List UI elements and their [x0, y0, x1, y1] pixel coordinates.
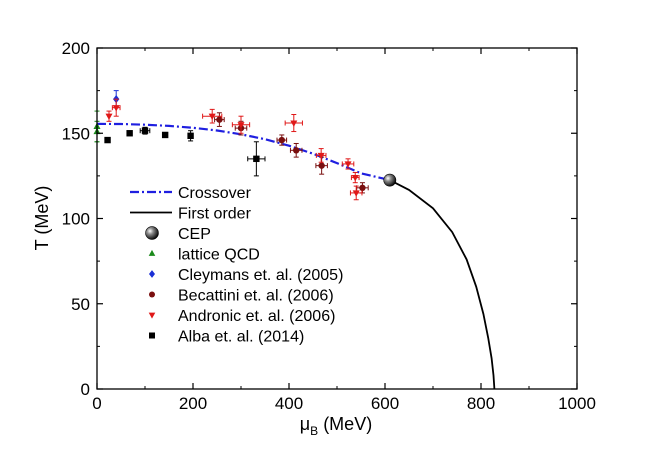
points-layer — [93, 90, 397, 201]
curves-layer — [96, 122, 496, 390]
andronic-et-al-2006-marker — [344, 161, 352, 168]
alba-et-al-2014-point — [126, 130, 133, 137]
legend-label: Alba et. al. (2014) — [178, 329, 304, 346]
becattini-et-al-2006-marker — [216, 116, 223, 123]
alba-et-al-2014-point — [187, 130, 194, 142]
x-tick-label: 400 — [275, 394, 303, 413]
alba-et-al-2014-marker — [187, 132, 194, 140]
legend-marker-becattini-et-al-2006 — [149, 291, 155, 298]
legend-marker-alba-et-al-2014 — [149, 332, 155, 339]
becattini-et-al-2006-point — [214, 112, 225, 127]
x-axis-label-symbol: μ — [300, 414, 310, 434]
crossover-curve — [96, 122, 391, 182]
y-tick-label: 150 — [62, 124, 90, 143]
alba-et-al-2014-marker — [161, 131, 169, 139]
alba-et-al-2014-point — [104, 136, 111, 144]
andronic-et-al-2006-point — [341, 158, 355, 170]
andronic-et-al-2006-marker — [112, 105, 120, 112]
becattini-et-al-2006-marker — [278, 136, 285, 144]
alba-et-al-2014-marker — [104, 136, 111, 144]
andronic-et-al-2006-point — [105, 110, 113, 122]
becattini-et-al-2006-point — [289, 142, 303, 158]
legend-label: Crossover — [178, 185, 252, 202]
legend-label: Andronic et. al. (2006) — [178, 308, 335, 325]
andronic-et-al-2006-point — [202, 108, 223, 124]
legend-label: lattice QCD — [178, 247, 260, 264]
cep-point — [383, 173, 397, 187]
becattini-et-al-2006-point — [276, 134, 288, 146]
andronic-et-al-2006-point — [111, 98, 121, 117]
x-tick-label: 0 — [92, 394, 101, 413]
first-order-curve — [389, 179, 496, 390]
alba-et-al-2014-point — [161, 131, 169, 139]
legend-marker-cep — [145, 226, 159, 240]
y-axis-label: T (MeV) — [32, 186, 52, 251]
andronic-et-al-2006-point — [231, 115, 251, 134]
plot-frame — [96, 47, 578, 390]
legend: Crossover First order CEP lattice QCD Cleyma… — [130, 185, 343, 346]
alba-et-al-2014-marker — [253, 155, 260, 163]
x-axis-label: μB (MeV) — [300, 414, 372, 438]
x-tick-label: 600 — [371, 394, 399, 413]
becattini-et-al-2006-marker — [359, 184, 366, 192]
legend-label: Cleymans et. al. (2005) — [178, 267, 343, 284]
legend-marker-lattice-qcd — [148, 249, 156, 256]
x-axis-label-unit: (MeV) — [318, 414, 372, 434]
andronic-et-al-2006-marker — [351, 175, 359, 182]
cep-marker — [383, 173, 397, 187]
ticks-layer: 0 200 400 600 800 1000 0 50 100 150 200 — [62, 39, 596, 413]
x-tick-label: 200 — [179, 394, 207, 413]
x-axis-label-subscript: B — [310, 424, 318, 438]
x-tick-label: 1000 — [558, 394, 596, 413]
andronic-et-al-2006-marker — [317, 152, 325, 160]
andronic-et-al-2006-marker — [105, 113, 113, 121]
legend-marker-cleymans-et-al-2005 — [149, 270, 155, 278]
y-tick-label: 0 — [81, 380, 90, 399]
alba-et-al-2014-marker — [126, 130, 133, 137]
legend-marker-andronic-et-al-2006 — [148, 312, 156, 319]
andronic-et-al-2006-point — [315, 148, 327, 163]
becattini-et-al-2006-marker — [293, 147, 300, 154]
andronic-et-al-2006-marker — [208, 113, 216, 121]
legend-label: CEP — [178, 226, 211, 243]
andronic-et-al-2006-point — [349, 185, 363, 201]
legend-label: First order — [178, 206, 252, 223]
y-tick-label: 200 — [62, 39, 90, 58]
alba-et-al-2014-marker — [141, 127, 149, 134]
alba-et-al-2014-point — [139, 126, 151, 135]
legend-label: Becattini et. al. (2006) — [178, 288, 334, 305]
y-tick-label: 50 — [71, 295, 90, 314]
andronic-et-al-2006-point — [284, 113, 303, 133]
becattini-et-al-2006-marker — [318, 162, 325, 169]
andronic-et-al-2006-marker — [237, 122, 245, 129]
alba-et-al-2014-point — [247, 141, 266, 177]
x-tick-label: 800 — [467, 394, 495, 413]
andronic-et-al-2006-point — [350, 171, 360, 184]
y-tick-label: 100 — [62, 210, 90, 229]
andronic-et-al-2006-marker — [290, 120, 298, 127]
andronic-et-al-2006-marker — [352, 190, 360, 197]
